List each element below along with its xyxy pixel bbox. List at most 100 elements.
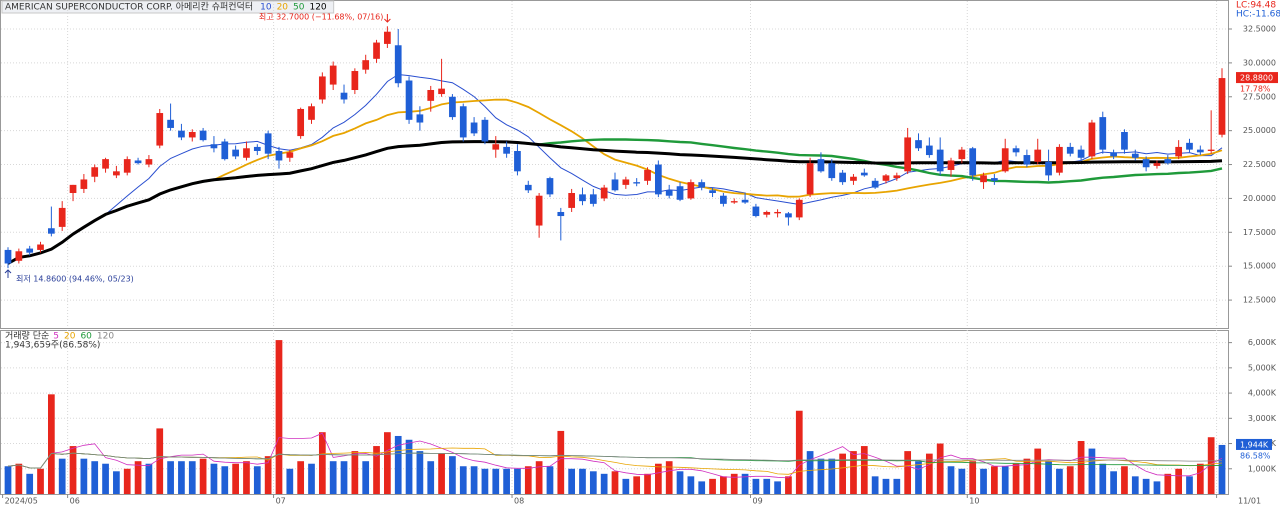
candle-body xyxy=(611,179,619,191)
candle-body xyxy=(384,31,391,44)
candle-body xyxy=(752,206,760,217)
ma-legend: 50 xyxy=(293,3,305,13)
volume-bar xyxy=(600,473,608,494)
candle-body xyxy=(665,190,673,196)
volume-bar xyxy=(730,473,738,494)
y-tick-label: 5,000K xyxy=(1248,363,1277,372)
volume-bar xyxy=(1056,468,1063,494)
x-tick-label: 10 xyxy=(969,497,979,506)
volume-bar xyxy=(438,453,445,494)
volume-bar xyxy=(373,446,380,494)
volume-bar xyxy=(969,461,977,494)
volume-ma-legend: 5 xyxy=(53,332,59,342)
volume-bar xyxy=(1001,466,1009,494)
candle-body xyxy=(145,159,153,165)
last-volume-box xyxy=(1236,438,1272,450)
volume-bar xyxy=(405,439,413,494)
candle-body xyxy=(232,149,239,157)
volume-bar xyxy=(936,443,944,494)
volume-bar xyxy=(947,466,955,494)
last-volume: 1,944K xyxy=(1240,440,1269,449)
volume-ma-legend: 20 xyxy=(64,332,76,342)
last-price: 28.8800 xyxy=(1240,74,1273,83)
volume-bar xyxy=(795,410,803,494)
candle-body xyxy=(1001,148,1009,172)
y-tick-label: 1,000K xyxy=(1248,464,1277,473)
candle-body xyxy=(676,186,684,200)
volume-bar xyxy=(1023,458,1031,494)
candle-body xyxy=(785,213,792,218)
volume-bar xyxy=(481,468,489,494)
candle-body xyxy=(1034,149,1042,162)
volume-bar xyxy=(709,478,716,494)
volume-bar xyxy=(15,463,23,494)
volume-bar xyxy=(676,471,684,494)
volume-ma-legend: 60 xyxy=(80,332,92,342)
candle-body xyxy=(991,178,998,181)
volume-bar xyxy=(340,461,348,494)
volume-bar xyxy=(633,476,641,494)
volume-bar xyxy=(232,463,239,494)
volume-bar xyxy=(839,453,846,494)
candle-body xyxy=(633,182,641,184)
candle-body xyxy=(1207,149,1215,151)
candle-body xyxy=(1121,132,1128,150)
volume-bar xyxy=(37,468,44,494)
candle-body xyxy=(579,194,586,202)
volume-bar xyxy=(860,446,868,494)
volume-bar xyxy=(524,466,532,494)
candle-body xyxy=(817,159,825,172)
volume-bar xyxy=(622,478,630,494)
volume-bar xyxy=(557,430,565,494)
candle-body xyxy=(828,163,836,179)
candle-body xyxy=(91,167,99,177)
volume-label: 거래량 단순 xyxy=(5,330,49,342)
x-tick-label: 08 xyxy=(514,497,524,506)
candle-body xyxy=(481,119,489,142)
y-tick-label: 17.5000 xyxy=(1243,228,1276,237)
volume-bar xyxy=(720,476,727,494)
volume-bar xyxy=(123,468,131,494)
high-annotation: 최고 32.7000 (−11.68%, 07/16) xyxy=(259,12,383,22)
candle-body xyxy=(308,106,315,120)
candle-body xyxy=(1110,152,1117,157)
candle-body xyxy=(524,184,532,191)
volume-bar xyxy=(774,481,781,494)
y-tick-label: 4,000K xyxy=(1248,389,1277,398)
candle-body xyxy=(69,184,77,194)
candle-body xyxy=(882,175,890,181)
title-box xyxy=(1,0,335,14)
candle-body xyxy=(351,71,359,90)
volume-bar xyxy=(416,451,424,494)
volume-bar xyxy=(579,468,586,494)
candle-body xyxy=(915,140,922,149)
volume-bar xyxy=(178,461,185,494)
volume-bar xyxy=(1186,476,1193,494)
candle-body xyxy=(80,179,88,189)
candle-body xyxy=(730,201,738,203)
volume-bar xyxy=(113,471,120,494)
volume-bar xyxy=(644,473,651,494)
volume-bar xyxy=(26,473,34,494)
low-annotation: 최저 14.8600 (94.46%, 05/23) xyxy=(16,274,134,284)
candle-body xyxy=(1066,146,1074,154)
candle-body xyxy=(26,248,34,253)
candle-body xyxy=(329,65,337,85)
last-volume-change: 86.58% xyxy=(1240,451,1271,460)
y-tick-label: 22.5000 xyxy=(1243,160,1276,169)
candle-body xyxy=(925,145,933,156)
hc-label: HC:-11.68 xyxy=(1236,10,1280,20)
candle-body xyxy=(4,249,12,264)
y-tick-label: 32.5000 xyxy=(1243,25,1276,34)
ma-legend: 20 xyxy=(277,3,289,13)
candle-body xyxy=(644,169,651,181)
volume-bar xyxy=(362,461,370,494)
candle-body xyxy=(514,150,521,172)
volume-bar xyxy=(1099,463,1107,494)
low-arrow xyxy=(4,269,12,278)
volume-bar xyxy=(243,461,250,494)
volume-bar xyxy=(1066,466,1074,494)
x-tick-label: 2024/05 xyxy=(5,497,38,506)
volume-bar xyxy=(1110,471,1117,494)
volume-bar xyxy=(904,451,912,494)
